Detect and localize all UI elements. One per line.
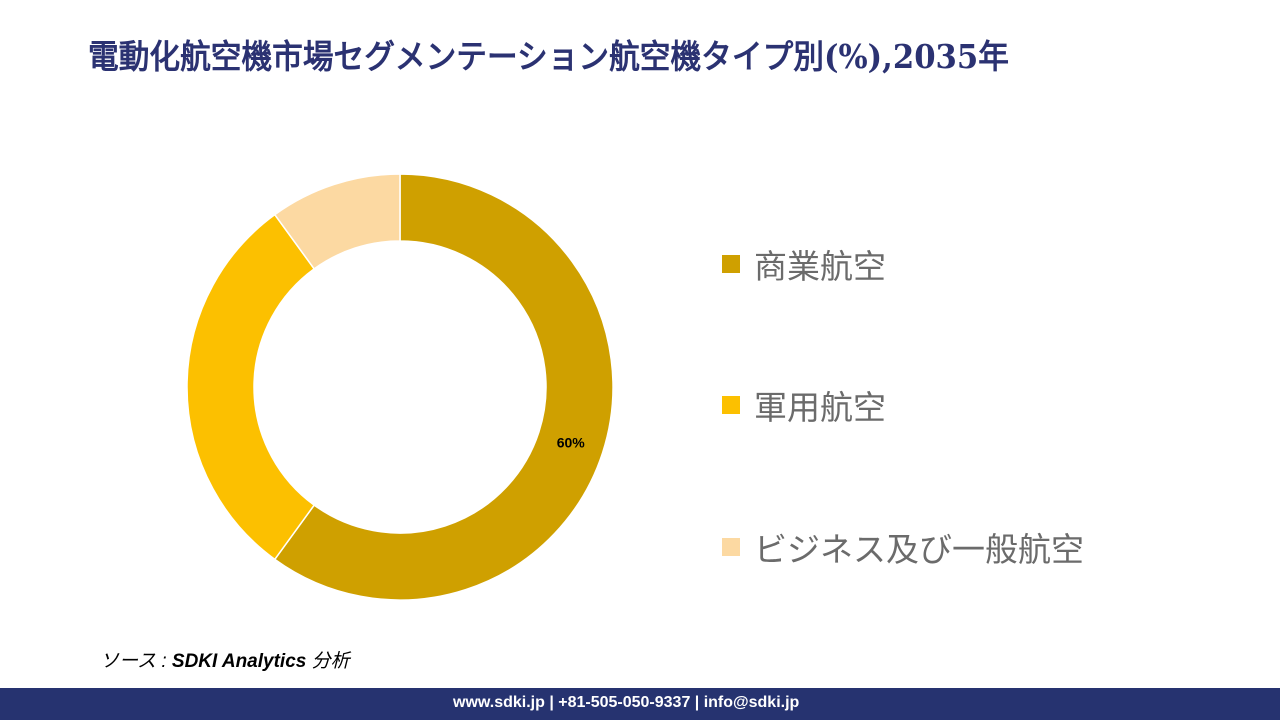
legend-label: 商業航空	[754, 247, 886, 286]
data-label: 60%	[557, 434, 586, 450]
legend-item-commercial: 商業航空	[722, 240, 886, 288]
legend-item-military: 軍用航空	[722, 381, 886, 429]
footer-bar: www.sdki.jp | +81-505-050-9337 | info@sd…	[0, 688, 1280, 720]
source-name: SDKI Analytics	[171, 651, 307, 672]
footer-contact: www.sdki.jp | +81-505-050-9337 | info@sd…	[453, 694, 800, 711]
legend-item-business-general: ビジネス及び一般航空	[722, 523, 1084, 571]
source-prefix: ソース :	[100, 651, 172, 672]
legend-swatch	[722, 255, 740, 273]
source-note: ソース : SDKI Analytics 分析	[100, 646, 350, 673]
source-suffix: 分析	[306, 651, 350, 672]
donut-slice	[273, 173, 401, 270]
donut-slice	[186, 213, 316, 561]
chart-title: 電動化航空機市場セグメンテーション航空機タイプ別(%),2035年	[88, 37, 1009, 76]
legend-label: ビジネス及び一般航空	[754, 530, 1084, 569]
legend-swatch	[722, 396, 740, 414]
legend-swatch	[722, 538, 740, 556]
legend-label: 軍用航空	[754, 388, 886, 427]
donut-slice	[273, 173, 614, 601]
